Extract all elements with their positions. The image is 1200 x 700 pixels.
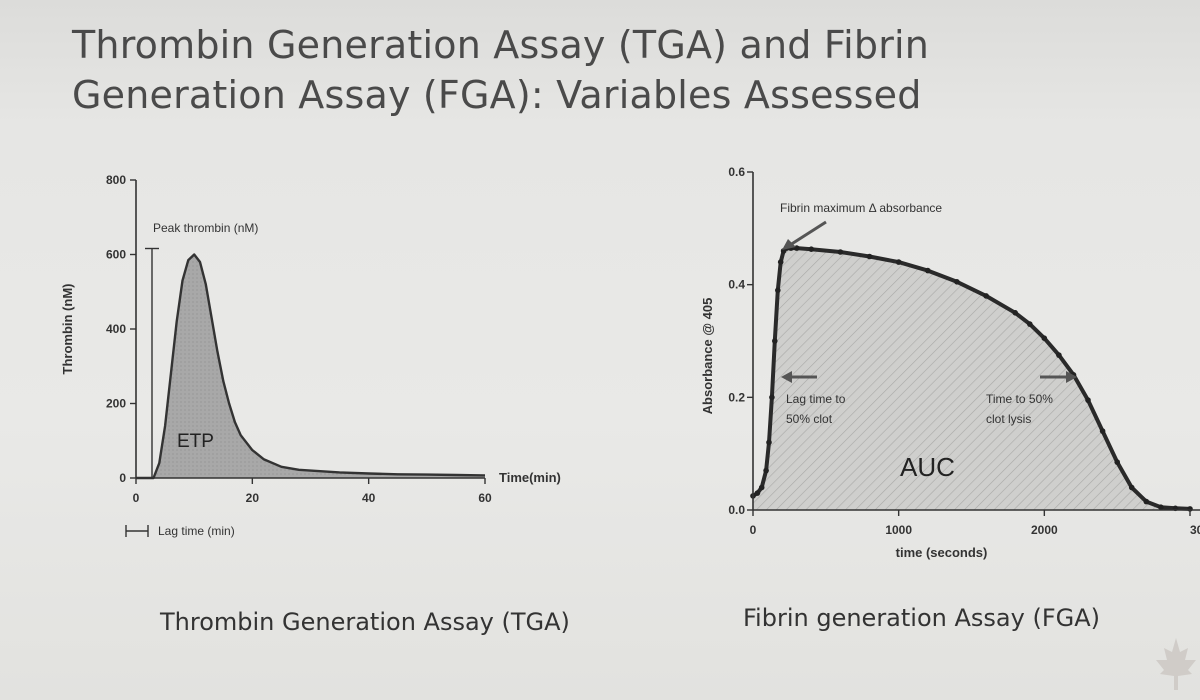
absorbance-point xyxy=(954,279,960,285)
absorbance-point xyxy=(983,293,989,299)
absorbance-point xyxy=(895,259,902,265)
absorbance-point xyxy=(1012,310,1018,316)
lysis-time-label-line2: clot lysis xyxy=(986,412,1031,426)
x-tick-label: 300 xyxy=(1190,523,1200,537)
x-tick-label: 0 xyxy=(750,523,757,537)
tga-chart: 0 200 400 600 800 0 20 40 60 Time(min) Thrombin (n… xyxy=(60,173,561,538)
absorbance-point xyxy=(769,394,775,401)
x-tick-label: 2000 xyxy=(1031,523,1058,537)
y-tick-label: 0.2 xyxy=(728,390,745,404)
x-tick-label: 1000 xyxy=(885,523,912,537)
etp-label: ETP xyxy=(177,431,214,452)
fibrin-max-arrow xyxy=(782,220,827,250)
absorbance-point xyxy=(1085,397,1091,403)
fga-chart: 0.0 0.2 0.4 0.6 0 1000 2000 300 time (seconds) Ab… xyxy=(700,165,1200,560)
absorbance-point xyxy=(772,338,778,344)
absorbance-point xyxy=(1027,321,1033,327)
x-axis-title: Time(min) xyxy=(499,470,561,485)
absorbance-point xyxy=(777,259,784,265)
absorbance-point xyxy=(1114,459,1120,465)
y-tick-label: 800 xyxy=(106,173,126,187)
lysis-time-arrow xyxy=(1040,371,1077,383)
lag-time-bracket xyxy=(125,525,149,537)
y-tick-label: 0.0 xyxy=(728,503,745,517)
maple-leaf-logo xyxy=(1156,638,1196,690)
absorbance-point xyxy=(925,267,931,274)
absorbance-point xyxy=(1128,484,1135,491)
y-tick-label: 0 xyxy=(119,471,126,485)
absorbance-point xyxy=(837,249,844,255)
lysis-time-label-line1: Time to 50% xyxy=(986,392,1053,406)
auc-area xyxy=(753,248,1190,510)
thrombin-curve xyxy=(136,253,486,480)
x-tick-label: 40 xyxy=(362,491,376,505)
slide-title-line1: Thrombin Generation Assay (TGA) and Fibr… xyxy=(72,23,930,67)
x-tick-label: 60 xyxy=(478,491,492,505)
slide-title: Thrombin Generation Assay (TGA) and Fibr… xyxy=(72,20,1132,120)
auc-label: AUC xyxy=(900,452,955,482)
y-tick-label: 0.4 xyxy=(728,278,745,292)
y-tick-label: 600 xyxy=(106,248,126,262)
lag-time-arrow xyxy=(781,371,817,383)
y-tick-label: 200 xyxy=(106,397,126,411)
lag-time-label: Lag time (min) xyxy=(158,524,235,538)
absorbance-point xyxy=(866,253,873,260)
fga-caption: Fibrin generation Assay (FGA) xyxy=(743,604,1100,632)
absorbance-point xyxy=(1158,504,1164,511)
absorbance-point xyxy=(763,467,769,474)
etp-area xyxy=(136,254,485,478)
y-axis-title: Thrombin (nM) xyxy=(60,284,75,375)
x-tick-label: 0 xyxy=(133,491,140,505)
fibrin-max-label: Fibrin maximum Δ absorbance xyxy=(780,201,942,215)
y-axis-title: Absorbance @ 405 xyxy=(700,298,715,415)
peak-thrombin-label: Peak thrombin (nM) xyxy=(153,221,258,235)
absorbance-point xyxy=(1143,498,1150,505)
absorbance-point xyxy=(1041,335,1048,341)
absorbance-point xyxy=(758,484,765,491)
absorbance-point xyxy=(1056,352,1062,358)
absorbance-point xyxy=(775,287,781,294)
lag-time-label-line2: 50% clot xyxy=(786,412,833,426)
x-tick-label: 20 xyxy=(246,491,260,505)
tga-caption: Thrombin Generation Assay (TGA) xyxy=(160,608,570,636)
absorbance-point xyxy=(766,439,772,446)
absorbance-point xyxy=(754,490,761,496)
lag-time-label-line1: Lag time to xyxy=(786,392,846,406)
y-tick-label: 0.6 xyxy=(728,165,745,179)
slide-title-line2: Generation Assay (FGA): Variables Assess… xyxy=(72,73,922,117)
x-axis-title: time (seconds) xyxy=(896,545,988,560)
absorbance-point xyxy=(1099,428,1106,434)
y-tick-label: 400 xyxy=(106,322,126,336)
absorbance-point xyxy=(808,246,815,252)
